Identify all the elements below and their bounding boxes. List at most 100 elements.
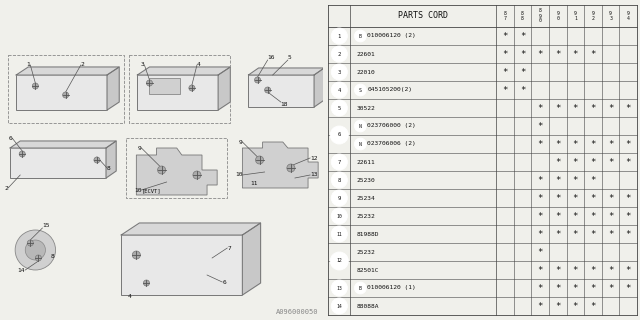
- Text: *: *: [555, 103, 561, 113]
- Text: *: *: [538, 247, 543, 257]
- Text: 4: 4: [127, 294, 131, 299]
- Text: *: *: [625, 140, 631, 148]
- Polygon shape: [243, 142, 318, 188]
- Circle shape: [94, 157, 100, 163]
- Circle shape: [19, 151, 25, 157]
- Text: *: *: [555, 194, 561, 203]
- Polygon shape: [107, 67, 119, 110]
- Text: 22611: 22611: [356, 159, 375, 164]
- Text: *: *: [573, 194, 578, 203]
- Text: 5: 5: [288, 55, 292, 60]
- Text: *: *: [590, 50, 596, 59]
- Text: *: *: [590, 212, 596, 220]
- Text: 25230: 25230: [356, 178, 375, 182]
- Text: *: *: [590, 194, 596, 203]
- Text: *: *: [573, 229, 578, 238]
- Text: *: *: [590, 103, 596, 113]
- Polygon shape: [16, 67, 119, 75]
- FancyBboxPatch shape: [138, 75, 218, 110]
- Text: *: *: [555, 212, 561, 220]
- Text: *: *: [608, 140, 613, 148]
- Text: 13: 13: [310, 172, 317, 178]
- Text: *: *: [625, 212, 631, 220]
- Circle shape: [332, 154, 348, 170]
- Circle shape: [355, 84, 366, 96]
- Text: 5: 5: [338, 106, 341, 110]
- Circle shape: [35, 255, 42, 261]
- Text: 25232: 25232: [356, 250, 375, 254]
- Text: N: N: [359, 124, 362, 129]
- Circle shape: [15, 230, 56, 270]
- Text: 10: 10: [337, 213, 342, 219]
- Text: *: *: [590, 140, 596, 148]
- Text: *: *: [625, 266, 631, 275]
- Circle shape: [332, 28, 348, 44]
- Text: 4: 4: [338, 87, 341, 92]
- Circle shape: [193, 171, 201, 179]
- Text: 8: 8: [338, 178, 341, 182]
- Circle shape: [332, 64, 348, 80]
- Text: *: *: [590, 157, 596, 166]
- Text: 14: 14: [337, 303, 342, 308]
- Text: 12: 12: [310, 156, 317, 161]
- Circle shape: [355, 282, 366, 294]
- Text: PARTS CORD: PARTS CORD: [398, 12, 448, 20]
- Circle shape: [355, 120, 366, 132]
- Text: 30522: 30522: [356, 106, 375, 110]
- Text: 6: 6: [222, 279, 226, 284]
- Circle shape: [157, 166, 166, 174]
- Circle shape: [63, 92, 68, 98]
- Text: *: *: [502, 85, 508, 94]
- Text: *: *: [555, 229, 561, 238]
- Circle shape: [332, 280, 348, 296]
- Text: *: *: [555, 175, 561, 185]
- Text: *: *: [608, 103, 613, 113]
- Text: *: *: [625, 157, 631, 166]
- Text: *: *: [555, 284, 561, 292]
- Text: B: B: [359, 34, 362, 38]
- Polygon shape: [106, 141, 116, 178]
- Text: 13: 13: [337, 285, 342, 291]
- Text: 8: 8: [51, 254, 54, 259]
- Text: 81988D: 81988D: [356, 231, 379, 236]
- Text: *: *: [590, 284, 596, 292]
- Text: 14: 14: [18, 268, 25, 273]
- Text: *: *: [608, 266, 613, 275]
- Text: *: *: [625, 194, 631, 203]
- Text: *: *: [502, 50, 508, 59]
- Text: *: *: [625, 103, 631, 113]
- Text: *: *: [590, 301, 596, 310]
- Text: *: *: [625, 284, 631, 292]
- Text: *: *: [538, 50, 543, 59]
- Text: *: *: [573, 301, 578, 310]
- Text: 16: 16: [268, 55, 275, 60]
- Text: 3: 3: [141, 62, 145, 68]
- Circle shape: [255, 156, 264, 164]
- Text: 11: 11: [337, 231, 342, 236]
- Text: *: *: [538, 103, 543, 113]
- Text: *: *: [573, 157, 578, 166]
- Text: 11: 11: [250, 181, 258, 186]
- Circle shape: [287, 164, 295, 172]
- Circle shape: [330, 252, 348, 270]
- Text: 2: 2: [4, 186, 8, 190]
- Text: *: *: [538, 229, 543, 238]
- Text: 82501C: 82501C: [356, 268, 379, 273]
- Text: 88088A: 88088A: [356, 303, 379, 308]
- Text: *: *: [555, 50, 561, 59]
- Polygon shape: [218, 67, 230, 110]
- Polygon shape: [243, 223, 260, 295]
- Polygon shape: [10, 141, 116, 148]
- Text: 9
1: 9 1: [574, 11, 577, 21]
- Text: 22601: 22601: [356, 52, 375, 57]
- Text: 2: 2: [81, 62, 84, 68]
- Text: *: *: [538, 212, 543, 220]
- Circle shape: [28, 240, 33, 246]
- Text: *: *: [573, 175, 578, 185]
- Text: 25234: 25234: [356, 196, 375, 201]
- Text: *: *: [608, 157, 613, 166]
- Text: 3: 3: [338, 69, 341, 75]
- Text: *: *: [625, 229, 631, 238]
- Text: *: *: [573, 284, 578, 292]
- Text: 045105200(2): 045105200(2): [367, 87, 412, 92]
